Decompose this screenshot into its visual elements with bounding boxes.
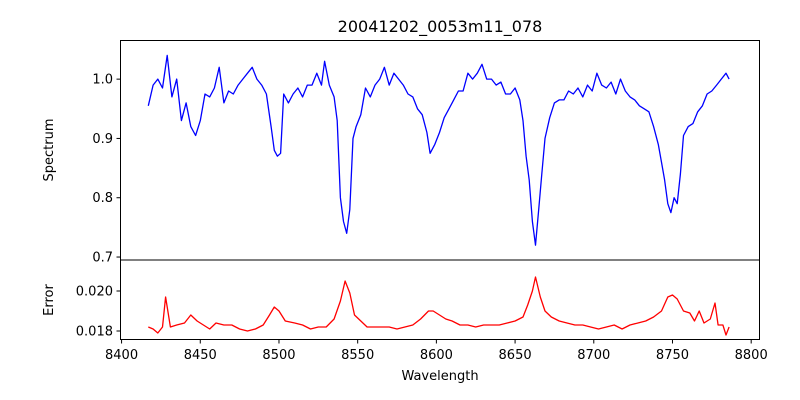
spectrum-axes-frame <box>120 40 760 261</box>
x-tick-label: 8600 <box>420 348 453 363</box>
spectrum-series-line <box>147 54 730 246</box>
x-tick-label: 8650 <box>499 348 532 363</box>
spectrum-panel: 0.7 0.8 0.9 1.0 <box>92 54 730 266</box>
error-y-tick-label: 0.020 <box>76 285 113 300</box>
x-tick-label: 8450 <box>184 348 217 363</box>
x-tick-label: 8400 <box>105 348 138 363</box>
x-tick-label: 8550 <box>341 348 374 363</box>
error-panel: 0.018 0.020 8400 8450 8500 8550 8600 8650 8700 87… <box>76 276 768 363</box>
spectrum-y-tick-label: 0.8 <box>92 191 113 206</box>
spectrum-y-tick-label: 0.7 <box>92 251 113 266</box>
y-axis-label-error: Error <box>42 284 57 316</box>
error-series-line <box>148 276 730 336</box>
error-axes-frame <box>120 259 760 340</box>
x-tick-label: 8750 <box>656 348 689 363</box>
error-y-tick-label: 0.018 <box>76 325 113 340</box>
chart-title: 20041202_0053m11_078 <box>338 17 543 37</box>
spectrum-y-tick-label: 1.0 <box>92 73 113 88</box>
y-axis-label-spectrum: Spectrum <box>42 119 57 182</box>
x-tick-label: 8700 <box>577 348 610 363</box>
x-tick-label: 8500 <box>262 348 295 363</box>
x-tick-label: 8800 <box>735 348 768 363</box>
spectrum-y-tick-label: 0.9 <box>92 132 113 147</box>
x-axis-label: Wavelength <box>401 369 478 384</box>
